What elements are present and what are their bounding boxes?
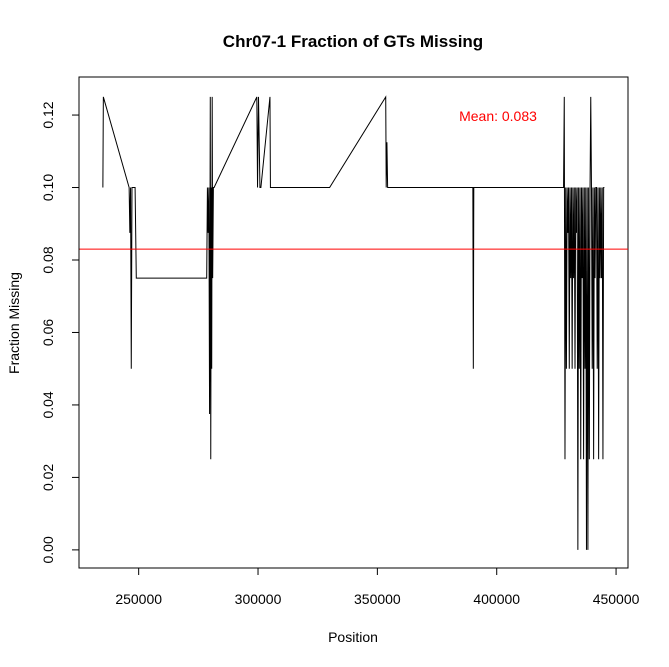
y-tick-label: 0.12 (40, 101, 56, 128)
y-tick-label: 0.04 (40, 391, 56, 418)
x-tick-label: 300000 (235, 591, 282, 607)
plot-box (78, 76, 629, 569)
y-tick-label: 0.10 (40, 174, 56, 201)
x-axis-label: Position (328, 629, 378, 645)
x-tick-label: 450000 (593, 591, 640, 607)
y-axis-label: Fraction Missing (6, 272, 22, 374)
x-tick-label: 350000 (354, 591, 401, 607)
y-tick-label: 0.06 (40, 319, 56, 346)
y-tick-label: 0.08 (40, 246, 56, 273)
x-axis: 250000 300000 350000 400000 450000 (115, 567, 640, 607)
data-layer (102, 95, 605, 550)
series-line-0 (102, 95, 605, 550)
mean-label: Mean: 0.083 (459, 108, 537, 124)
x-tick-label: 400000 (473, 591, 520, 607)
y-tick-label: 0.02 (40, 464, 56, 491)
y-axis: 0.00 0.02 0.04 0.06 0.08 0.10 0.12 (40, 101, 80, 564)
y-tick-label: 0.00 (40, 536, 56, 563)
chart-title: Chr07-1 Fraction of GTs Missing (223, 32, 483, 51)
x-tick-label: 250000 (115, 591, 162, 607)
